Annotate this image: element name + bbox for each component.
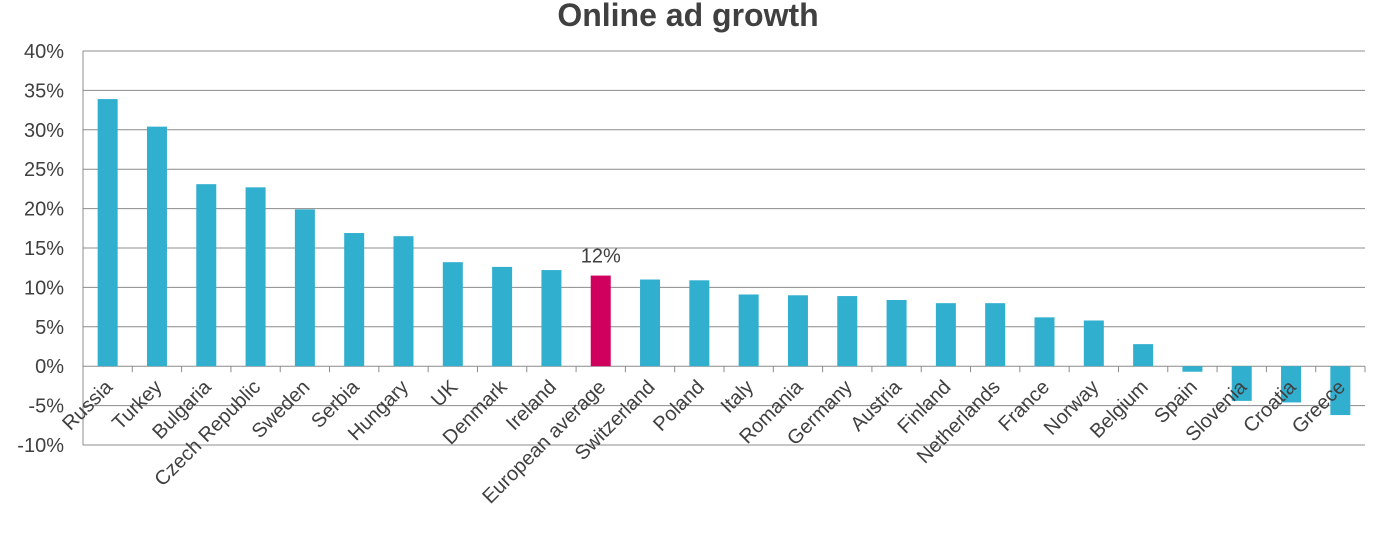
bar-bulgaria xyxy=(196,184,217,367)
bar-finland xyxy=(935,303,956,367)
y-tick-label: 30% xyxy=(24,120,64,142)
bar-france xyxy=(1034,317,1055,367)
chart-title: Online ad growth xyxy=(557,0,818,33)
bar-uk xyxy=(442,262,463,367)
bar-romania xyxy=(787,295,808,367)
y-tick-label: -10% xyxy=(17,435,64,457)
bar-netherlands xyxy=(985,303,1006,367)
bar-belgium xyxy=(1133,344,1154,367)
bar-slovenia xyxy=(1231,366,1252,401)
y-tick-label: 0% xyxy=(35,356,64,378)
bar-spain xyxy=(1182,366,1203,372)
y-tick-label: 25% xyxy=(24,159,64,181)
bar-european-average xyxy=(590,275,611,367)
bar-turkey xyxy=(146,126,167,367)
bar-norway xyxy=(1083,320,1104,367)
bar-sweden xyxy=(294,209,315,367)
bar-ireland xyxy=(541,270,562,367)
bar-hungary xyxy=(393,236,414,367)
y-tick-label: 5% xyxy=(35,317,64,339)
bar-czech-republic xyxy=(245,187,266,367)
bar-germany xyxy=(837,296,858,367)
y-tick-label: 15% xyxy=(24,238,64,260)
y-tick-label: -5% xyxy=(28,396,64,418)
bar-switzerland xyxy=(640,279,661,367)
average-annotation: 12% xyxy=(581,246,621,268)
bar-denmark xyxy=(492,266,513,367)
y-tick-label: 20% xyxy=(24,199,64,221)
bar-croatia xyxy=(1281,366,1302,403)
y-tick-label: 35% xyxy=(24,80,64,102)
bar-italy xyxy=(738,294,759,367)
bar-serbia xyxy=(344,233,365,367)
x-tick-label: Italy xyxy=(717,376,758,417)
bar-austria xyxy=(886,300,907,367)
y-tick-label: 10% xyxy=(24,277,64,299)
bar-poland xyxy=(689,280,710,367)
bar-greece xyxy=(1330,366,1351,416)
y-tick-label: 40% xyxy=(24,41,64,63)
bar-russia xyxy=(97,99,118,367)
